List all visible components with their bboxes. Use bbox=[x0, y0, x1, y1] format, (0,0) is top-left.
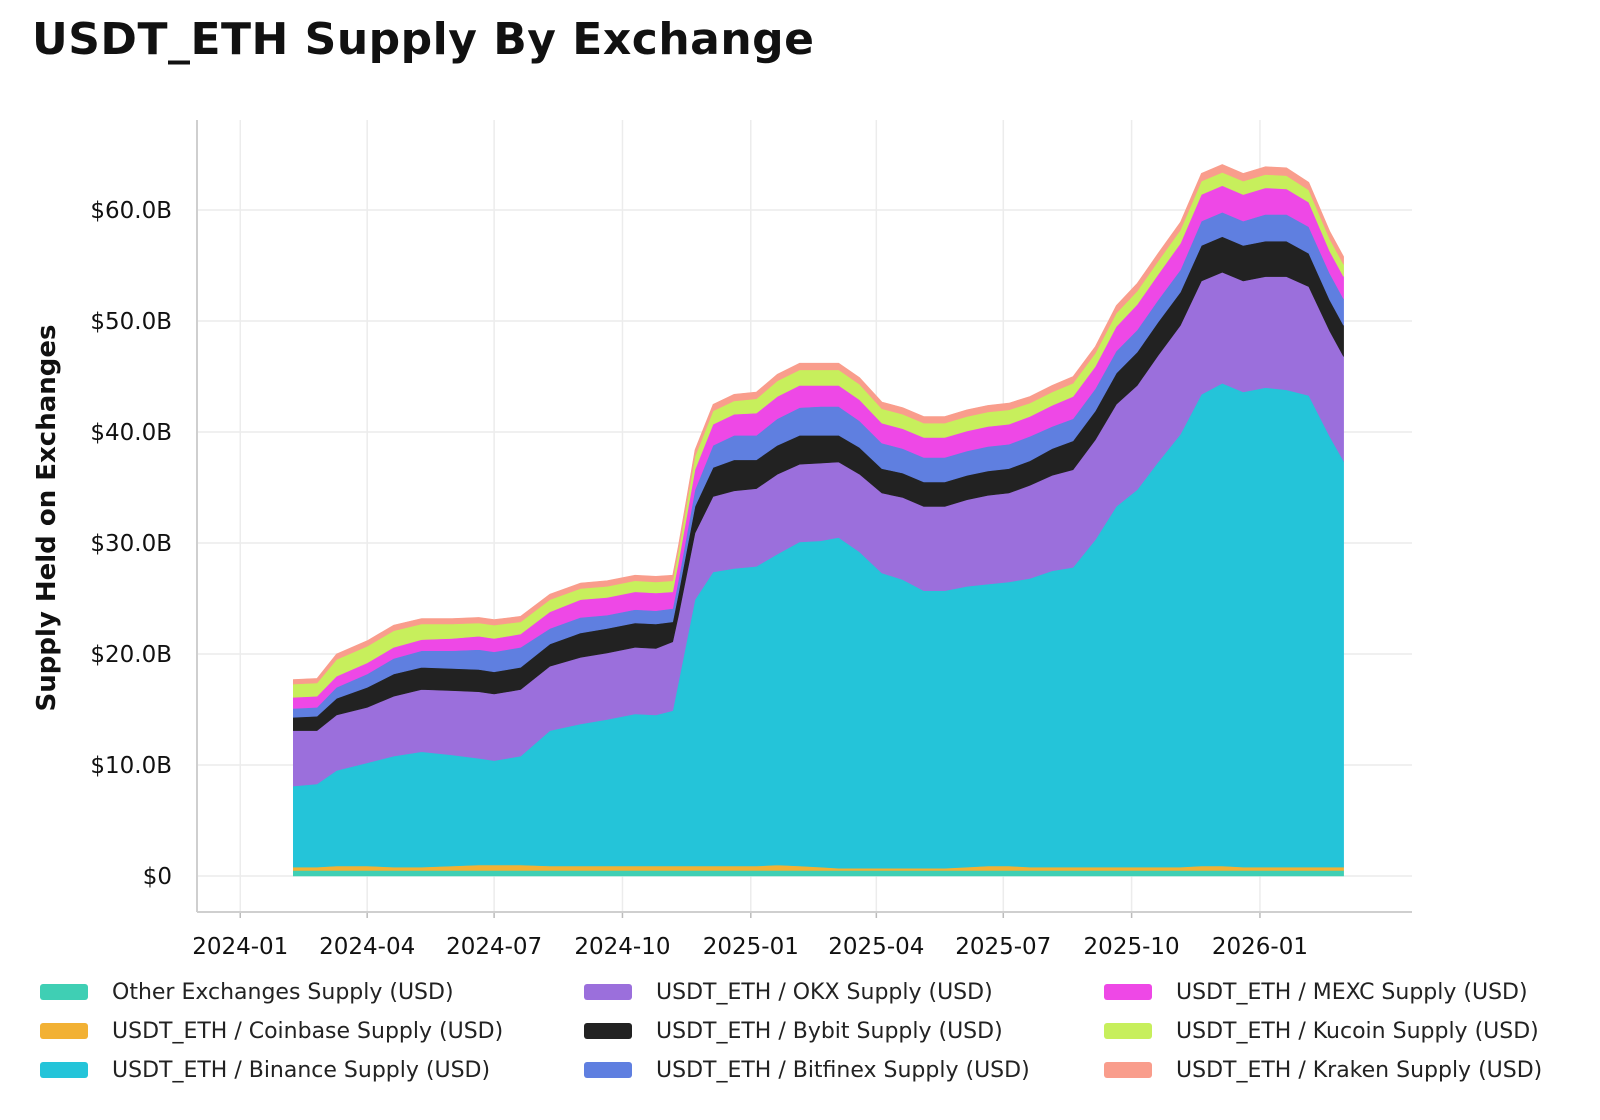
legend-item[interactable]: USDT_ETH / Kucoin Supply (USD) bbox=[1104, 1014, 1539, 1048]
legend-swatch bbox=[1104, 1023, 1152, 1039]
x-tick-label: 2025-04 bbox=[828, 934, 924, 960]
legend-item[interactable]: USDT_ETH / MEXC Supply (USD) bbox=[1104, 975, 1528, 1009]
y-tick-label: $50.0B bbox=[90, 309, 172, 335]
x-tick-label: 2024-04 bbox=[319, 934, 415, 960]
legend-swatch bbox=[40, 984, 88, 1000]
area-other-exchanges-supply-usd bbox=[293, 870, 1344, 877]
legend-swatch bbox=[584, 1023, 632, 1039]
stacked-area-chart: $0 $10.0B $20.0B $30.0B $40.0B $50.0B $60.0B 2… bbox=[32, 120, 1412, 960]
legend-label: USDT_ETH / Bitfinex Supply (USD) bbox=[656, 1057, 1030, 1083]
y-tick-labels: $0 $10.0B $20.0B $30.0B $40.0B $50.0B $60.0B bbox=[90, 198, 172, 890]
x-tick-label: 2025-01 bbox=[703, 934, 799, 960]
legend-item[interactable]: USDT_ETH / Binance Supply (USD) bbox=[40, 1053, 490, 1087]
legend-item[interactable]: USDT_ETH / Kraken Supply (USD) bbox=[1104, 1053, 1542, 1087]
legend-label: USDT_ETH / Bybit Supply (USD) bbox=[656, 1018, 1003, 1044]
legend-label: USDT_ETH / Binance Supply (USD) bbox=[112, 1057, 491, 1083]
y-tick-label: $20.0B bbox=[90, 642, 172, 668]
legend-item[interactable]: USDT_ETH / Coinbase Supply (USD) bbox=[40, 1014, 503, 1048]
legend-item[interactable]: USDT_ETH / OKX Supply (USD) bbox=[584, 975, 993, 1009]
y-tick-label: $10.0B bbox=[90, 753, 172, 779]
legend-label: USDT_ETH / Kraken Supply (USD) bbox=[1176, 1057, 1543, 1083]
legend-swatch bbox=[584, 1062, 632, 1078]
x-tick-label: 2025-07 bbox=[955, 934, 1051, 960]
chart-title: USDT_ETH Supply By Exchange bbox=[32, 14, 815, 65]
x-tick-label: 2024-01 bbox=[192, 934, 288, 960]
legend-label: USDT_ETH / Coinbase Supply (USD) bbox=[112, 1018, 504, 1044]
area-usdt-eth-kraken-supply-usd bbox=[293, 164, 1344, 685]
legend: Other Exchanges Supply (USD) USDT_ETH / C… bbox=[40, 975, 1600, 1105]
legend-label: Other Exchanges Supply (USD) bbox=[112, 979, 454, 1005]
y-tick-label: $60.0B bbox=[90, 198, 172, 224]
legend-swatch bbox=[1104, 984, 1152, 1000]
axes bbox=[196, 120, 1412, 913]
area-series-group bbox=[293, 164, 1344, 877]
x-tick-labels: 2024-01 2024-04 2024-07 2024-10 2025-01 2025-… bbox=[192, 934, 1308, 960]
x-tick-label: 2024-07 bbox=[446, 934, 542, 960]
x-tick-label: 2024-10 bbox=[574, 934, 670, 960]
y-tick-label: $0 bbox=[143, 864, 172, 890]
legend-label: USDT_ETH / MEXC Supply (USD) bbox=[1176, 979, 1528, 1005]
legend-swatch bbox=[584, 984, 632, 1000]
legend-swatch bbox=[1104, 1062, 1152, 1078]
legend-swatch bbox=[40, 1023, 88, 1039]
legend-label: USDT_ETH / OKX Supply (USD) bbox=[656, 979, 993, 1005]
y-tick-label: $30.0B bbox=[90, 531, 172, 557]
legend-swatch bbox=[40, 1062, 88, 1078]
legend-item[interactable]: USDT_ETH / Bybit Supply (USD) bbox=[584, 1014, 1003, 1048]
y-tick-label: $40.0B bbox=[90, 420, 172, 446]
x-tick-label: 2025-10 bbox=[1084, 934, 1180, 960]
y-axis-label: Supply Held on Exchanges bbox=[32, 325, 62, 712]
legend-item[interactable]: USDT_ETH / Bitfinex Supply (USD) bbox=[584, 1053, 1030, 1087]
legend-label: USDT_ETH / Kucoin Supply (USD) bbox=[1176, 1018, 1539, 1044]
legend-item[interactable]: Other Exchanges Supply (USD) bbox=[40, 975, 454, 1009]
x-tick-label: 2026-01 bbox=[1212, 934, 1308, 960]
